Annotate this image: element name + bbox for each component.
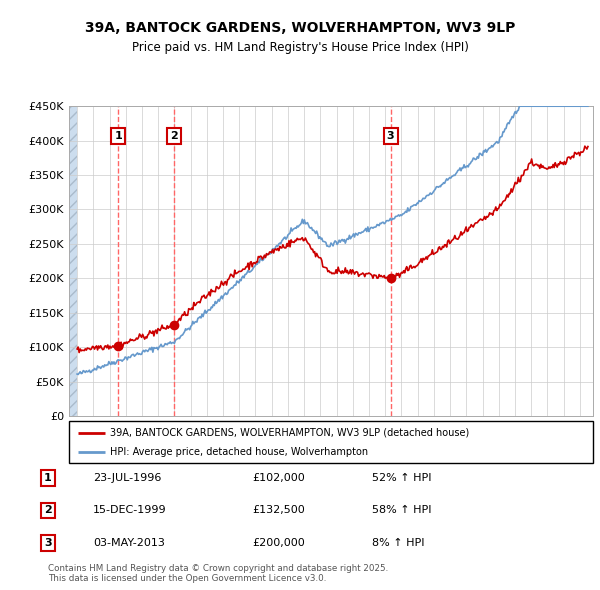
Text: 3: 3 — [387, 130, 394, 140]
Text: 1: 1 — [44, 473, 52, 483]
Text: HPI: Average price, detached house, Wolverhampton: HPI: Average price, detached house, Wolv… — [110, 447, 368, 457]
Text: 2: 2 — [170, 130, 178, 140]
Text: 1: 1 — [115, 130, 122, 140]
Text: £102,000: £102,000 — [252, 473, 305, 483]
Text: 39A, BANTOCK GARDENS, WOLVERHAMPTON, WV3 9LP: 39A, BANTOCK GARDENS, WOLVERHAMPTON, WV3… — [85, 21, 515, 35]
Text: £132,500: £132,500 — [252, 506, 305, 515]
Text: £200,000: £200,000 — [252, 538, 305, 548]
FancyBboxPatch shape — [69, 421, 593, 463]
Text: Price paid vs. HM Land Registry's House Price Index (HPI): Price paid vs. HM Land Registry's House … — [131, 41, 469, 54]
Bar — [69, 106, 77, 416]
Text: 03-MAY-2013: 03-MAY-2013 — [93, 538, 165, 548]
Text: 15-DEC-1999: 15-DEC-1999 — [93, 506, 167, 515]
Text: 2: 2 — [44, 506, 52, 515]
Text: 58% ↑ HPI: 58% ↑ HPI — [372, 506, 431, 515]
Text: 39A, BANTOCK GARDENS, WOLVERHAMPTON, WV3 9LP (detached house): 39A, BANTOCK GARDENS, WOLVERHAMPTON, WV3… — [110, 428, 469, 438]
Text: Contains HM Land Registry data © Crown copyright and database right 2025.
This d: Contains HM Land Registry data © Crown c… — [48, 563, 388, 583]
Text: 23-JUL-1996: 23-JUL-1996 — [93, 473, 161, 483]
Text: 3: 3 — [44, 538, 52, 548]
Text: 52% ↑ HPI: 52% ↑ HPI — [372, 473, 431, 483]
Text: 8% ↑ HPI: 8% ↑ HPI — [372, 538, 425, 548]
